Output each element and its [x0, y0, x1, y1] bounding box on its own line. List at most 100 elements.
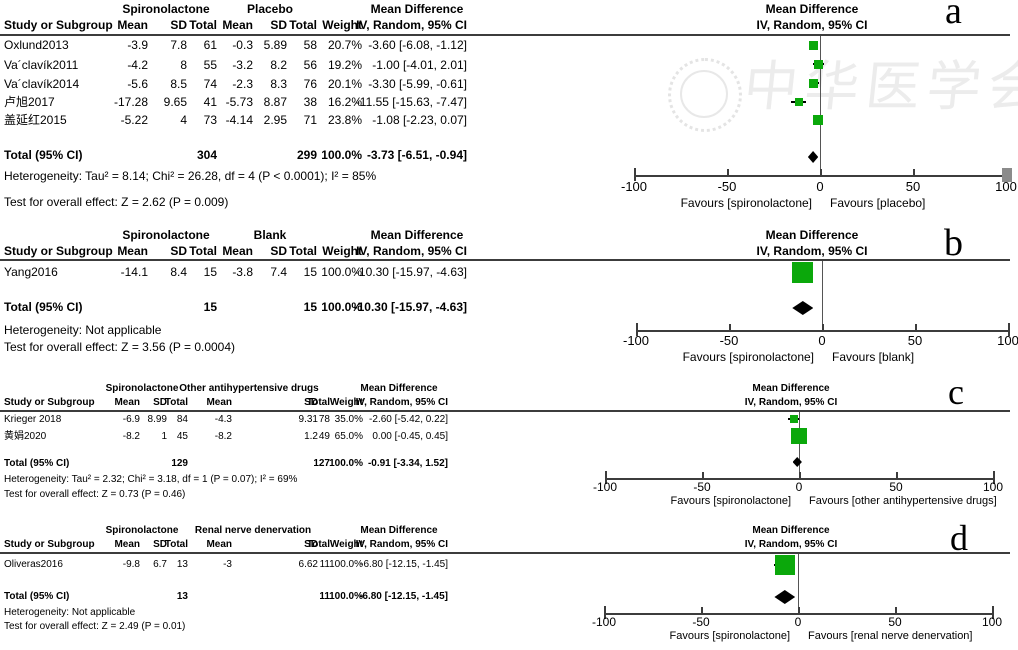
- axis-tick-label: 0: [816, 179, 824, 194]
- axis-tick: [701, 607, 703, 614]
- pooled-diamond-marker: [774, 590, 796, 604]
- mean-control-cell: -0.3: [232, 38, 253, 52]
- total-n-control: 15: [303, 300, 317, 314]
- column-header: Total: [306, 539, 330, 550]
- column-header: Weight: [329, 539, 363, 550]
- header-rule: [0, 552, 1010, 554]
- study-name: Va´clavík2011: [4, 58, 79, 72]
- axis-tick: [702, 472, 704, 479]
- weight-cell: 19.2%: [327, 58, 362, 72]
- total-control-cell: 71: [303, 113, 317, 127]
- total-control-cell: 78: [318, 414, 330, 425]
- plot-effect-header: Mean Difference: [752, 383, 830, 394]
- pooled-diamond-marker: [792, 457, 802, 467]
- column-header: Weight: [329, 397, 363, 408]
- group2-header: Placebo: [246, 2, 294, 16]
- column-header: Total: [189, 18, 217, 32]
- mean-treatment-cell: -4.2: [127, 58, 148, 72]
- effect-square-marker: [808, 40, 818, 50]
- pooled-diamond-marker: [792, 301, 814, 315]
- ci-text-cell: -6.80 [-12.15, -1.45]: [360, 559, 448, 570]
- column-header: Mean: [222, 244, 253, 258]
- favours-left-label: Favours [spironolactone]: [682, 350, 814, 364]
- zero-reference-line: [798, 554, 799, 613]
- total-control-cell: 15: [303, 265, 317, 279]
- sd-control-cell: 8.2: [270, 58, 287, 72]
- axis-tick: [896, 472, 898, 479]
- effect-header: Mean Difference: [360, 383, 438, 394]
- weight-cell: 16.2%: [327, 95, 362, 109]
- mean-treatment-cell: -5.22: [120, 113, 148, 127]
- total-ci-text: -6.80 [-12.15, -1.45]: [359, 591, 448, 602]
- axis-tick: [913, 169, 915, 176]
- total-n-control: 11: [319, 591, 330, 602]
- sd-treatment-cell: 8: [180, 58, 187, 72]
- mean-treatment-cell: -9.8: [122, 559, 140, 570]
- sd-treatment-cell: 7.8: [170, 38, 187, 52]
- weight-cell: 20.1%: [327, 77, 362, 91]
- axis-tick: [895, 607, 897, 614]
- sd-control-cell: 8.3: [270, 77, 287, 91]
- axis-tick-label: 0: [818, 333, 826, 348]
- study-name: Oliveras2016: [4, 559, 63, 570]
- axis-tick-label: 50: [907, 333, 923, 348]
- weight-cell: 100.0%: [329, 559, 363, 570]
- sd-control-cell: 1.2: [304, 431, 318, 442]
- favours-left-label: Favours [spironolactone]: [669, 630, 790, 642]
- effect-header: Mean Difference: [370, 2, 464, 16]
- ci-text-cell: -2.60 [-5.42, 0.22]: [369, 414, 448, 425]
- total-n-treatment: 304: [196, 148, 217, 162]
- weight-cell: 35.0%: [334, 414, 363, 425]
- axis-tick: [634, 168, 636, 181]
- zero-reference-line: [822, 261, 823, 330]
- total-control-cell: 56: [303, 58, 317, 72]
- effect-square-marker: [809, 78, 819, 88]
- effect-square-marker: [774, 555, 795, 575]
- axis-tick: [992, 606, 994, 619]
- column-header: SD: [170, 244, 187, 258]
- sd-treatment-cell: 4: [180, 113, 187, 127]
- total-n-control: 127: [313, 458, 330, 469]
- column-header-study: Study or Subgroup: [4, 244, 113, 258]
- axis-tick-label: -100: [592, 480, 618, 494]
- plot-method-header: IV, Random, 95% CI: [756, 244, 868, 258]
- total-treatment-cell: 45: [176, 431, 188, 442]
- column-header: Mean: [114, 397, 140, 408]
- total-control-cell: 11: [319, 559, 330, 570]
- axis-tick-label: 0: [794, 615, 802, 629]
- axis-tick: [915, 324, 917, 331]
- column-header: Mean: [114, 539, 140, 550]
- mean-control-cell: -8.2: [214, 431, 232, 442]
- heterogeneity-line: Heterogeneity: Tau² = 2.32; Chi² = 3.18,…: [4, 474, 298, 485]
- sd-control-cell: 5.89: [263, 38, 287, 52]
- mean-treatment-cell: -3.9: [127, 38, 148, 52]
- effect-square-marker: [789, 415, 798, 423]
- overall-test-line: Test for overall effect: Z = 3.56 (P = 0…: [4, 340, 236, 354]
- column-header: SD: [270, 244, 287, 258]
- column-header-ci: IV, Random, 95% CI: [356, 244, 467, 258]
- group2-header: Blank: [253, 228, 287, 242]
- panel-letter: b: [944, 222, 963, 264]
- weight-cell: 65.0%: [334, 431, 363, 442]
- total-ci-text: -10.30 [-15.97, -4.63]: [353, 300, 467, 314]
- group1-header: Spironolactone: [122, 2, 210, 16]
- axis-tick-label: -100: [622, 333, 650, 348]
- sd-treatment-cell: 1: [161, 431, 167, 442]
- heterogeneity-line: Heterogeneity: Tau² = 8.14; Chi² = 26.28…: [4, 169, 377, 183]
- column-header: SD: [304, 397, 318, 408]
- column-header: SD: [153, 397, 167, 408]
- column-header: Mean: [206, 397, 232, 408]
- header-rule: [0, 34, 1010, 36]
- axis-tick: [799, 472, 801, 479]
- effect-square-marker: [791, 428, 807, 444]
- axis-tick-label: 100: [981, 615, 1003, 629]
- sd-control-cell: 9.31: [298, 414, 318, 425]
- sd-treatment-cell: 9.65: [163, 95, 187, 109]
- x-axis-line: [604, 613, 994, 615]
- column-header: Total: [164, 397, 188, 408]
- axis-tick-label: 100: [982, 480, 1004, 494]
- group1-header: Spironolactone: [105, 525, 179, 536]
- weight-cell: 20.7%: [327, 38, 362, 52]
- column-header: Total: [289, 18, 317, 32]
- total-n-treatment: 129: [171, 458, 188, 469]
